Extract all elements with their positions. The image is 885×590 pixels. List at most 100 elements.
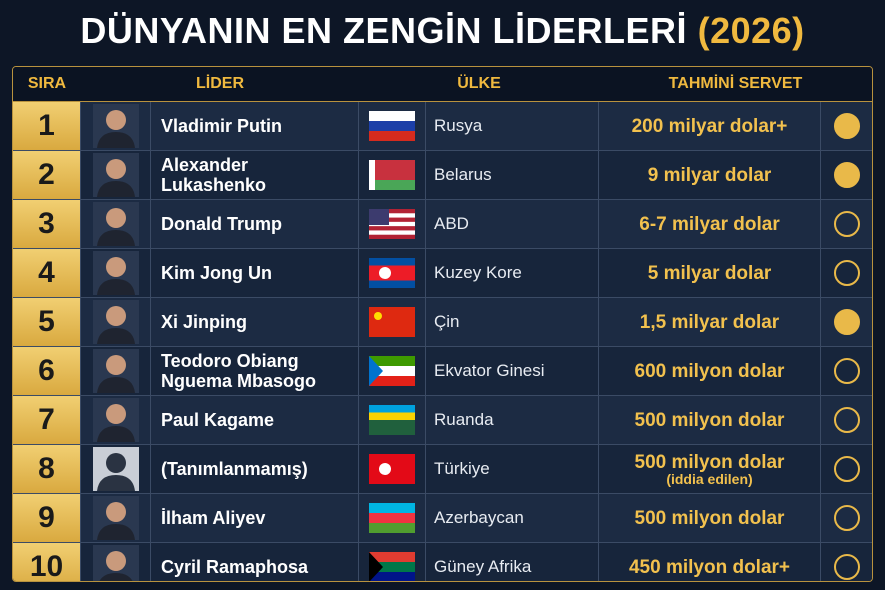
- photo: [81, 494, 151, 542]
- rank: 2: [13, 151, 81, 199]
- flag-icon: [369, 209, 415, 239]
- wealth-value: 5 milyar dolar: [647, 262, 772, 284]
- country-name: Ruanda: [426, 396, 599, 444]
- rank: 10: [13, 543, 81, 581]
- rank: 6: [13, 347, 81, 395]
- flag-icon: [369, 111, 415, 141]
- flag-icon: [369, 405, 415, 435]
- flag: [359, 347, 426, 395]
- wealth-value: 450 milyon dolar+: [628, 556, 791, 578]
- header-cell: ÜLKE: [457, 75, 501, 92]
- leader-name: (Tanımlanmamış): [151, 445, 359, 493]
- icon: [821, 298, 872, 346]
- flag: [359, 151, 426, 199]
- icon: [821, 249, 872, 297]
- wealth-cell: 9 milyar dolar: [599, 151, 821, 199]
- leader-name: Teodoro Obiang Nguema Mbasogo: [151, 347, 359, 395]
- wealth-cell: 5 milyar dolar: [599, 249, 821, 297]
- country-name: ABD: [426, 200, 599, 248]
- wealth-icon: [833, 162, 860, 188]
- flag-icon: [369, 552, 415, 581]
- wealth-value: 600 milyon dolar: [634, 360, 785, 382]
- rank: 3: [13, 200, 81, 248]
- country-name: Belarus: [426, 151, 599, 199]
- table-row: 2 Alexander Lukashenko Belarus 9 milyar dol…: [13, 151, 872, 200]
- portrait: [92, 202, 139, 246]
- photo: [81, 543, 151, 581]
- wealth-icon: [833, 554, 860, 580]
- flag-icon: [369, 356, 415, 386]
- title-year: (2026): [697, 10, 805, 51]
- wealth-icon: [833, 505, 860, 531]
- icon: [821, 200, 872, 248]
- header-cell: TAHMİNİ SERVET: [668, 75, 803, 92]
- flag-icon: [369, 454, 415, 484]
- table-row: 3 Donald Trump ABD 6-7 milyar dolar: [13, 200, 872, 249]
- wealth-value: 9 milyar dolar: [647, 164, 772, 186]
- country-name: Rusya: [426, 102, 599, 150]
- country-name: Türkiye: [426, 445, 599, 493]
- flag: [359, 200, 426, 248]
- flag-icon: [369, 160, 415, 190]
- wealth-cell: 500 milyon dolar (iddia edilen): [599, 445, 821, 493]
- leader-name: Vladimir Putin: [151, 102, 359, 150]
- country-name: Güney Afrika: [426, 543, 599, 581]
- wealth-icon: [833, 211, 860, 237]
- photo: [81, 445, 151, 493]
- leader-name: Donald Trump: [151, 200, 359, 248]
- title: DÜNYANIN EN ZENGİN LİDERLERİ (2026): [0, 10, 885, 52]
- photo: [81, 151, 151, 199]
- flag: [359, 494, 426, 542]
- leader-name: İlham Aliyev: [151, 494, 359, 542]
- table-body: 1 Vladimir Putin Rusya 200 milyar dolar+ 2 Al…: [13, 102, 872, 581]
- photo: [81, 347, 151, 395]
- table-row: 6 Teodoro Obiang Nguema Mbasogo Ekvator Gi…: [13, 347, 872, 396]
- flag-icon: [369, 503, 415, 533]
- wealth-cell: 500 milyon dolar: [599, 494, 821, 542]
- rank: 5: [13, 298, 81, 346]
- country-name: Azerbaycan: [426, 494, 599, 542]
- wealth-icon: [833, 309, 860, 335]
- wealth-value: 500 milyon dolar: [634, 507, 785, 529]
- table-row: 9 İlham Aliyev Azerbaycan 500 milyon dolar: [13, 494, 872, 543]
- wealth-value: 6-7 milyar dolar: [639, 213, 780, 235]
- rank: 9: [13, 494, 81, 542]
- portrait: [92, 447, 139, 491]
- country-name: Ekvator Ginesi: [426, 347, 599, 395]
- portrait: [92, 398, 139, 442]
- leader-name: Paul Kagame: [151, 396, 359, 444]
- wealth-icon: [833, 113, 860, 139]
- wealth-cell: 450 milyon dolar+: [599, 543, 821, 581]
- rank: 4: [13, 249, 81, 297]
- wealth-value: 500 milyon dolar: [634, 451, 785, 473]
- portrait: [92, 300, 139, 344]
- portrait: [92, 104, 139, 148]
- table-row: 10 Cyril Ramaphosa Güney Afrika 450 milyon …: [13, 543, 872, 581]
- portrait: [92, 545, 139, 581]
- icon: [821, 445, 872, 493]
- country-name: Kuzey Kore: [426, 249, 599, 297]
- photo: [81, 396, 151, 444]
- flag: [359, 102, 426, 150]
- leader-name: Alexander Lukashenko: [151, 151, 359, 199]
- wealth-icon: [833, 407, 860, 433]
- photo: [81, 298, 151, 346]
- table-row: 8 (Tanımlanmamış) Türkiye 500 milyon dolar(…: [13, 445, 872, 494]
- wealth-cell: 6-7 milyar dolar: [599, 200, 821, 248]
- header-cell: SIRA: [27, 75, 67, 92]
- icon: [821, 102, 872, 150]
- table-row: 1 Vladimir Putin Rusya 200 milyar dolar+: [13, 102, 872, 151]
- wealth-note: (iddia edilen): [666, 470, 753, 487]
- icon: [821, 396, 872, 444]
- wealth-value: 200 milyar dolar+: [631, 115, 788, 137]
- icon: [821, 543, 872, 581]
- title-text: DÜNYANIN EN ZENGİN LİDERLERİ: [80, 10, 688, 51]
- table-row: 4 Kim Jong Un Kuzey Kore 5 milyar dolar: [13, 249, 872, 298]
- wealth-icon: [833, 456, 860, 482]
- table: SIRA LİDER ÜLKE TAHMİNİ SERVET 1 Vladimir…: [12, 66, 873, 582]
- flag: [359, 249, 426, 297]
- header-cell: LİDER: [196, 75, 244, 92]
- flag: [359, 445, 426, 493]
- portrait: [92, 251, 139, 295]
